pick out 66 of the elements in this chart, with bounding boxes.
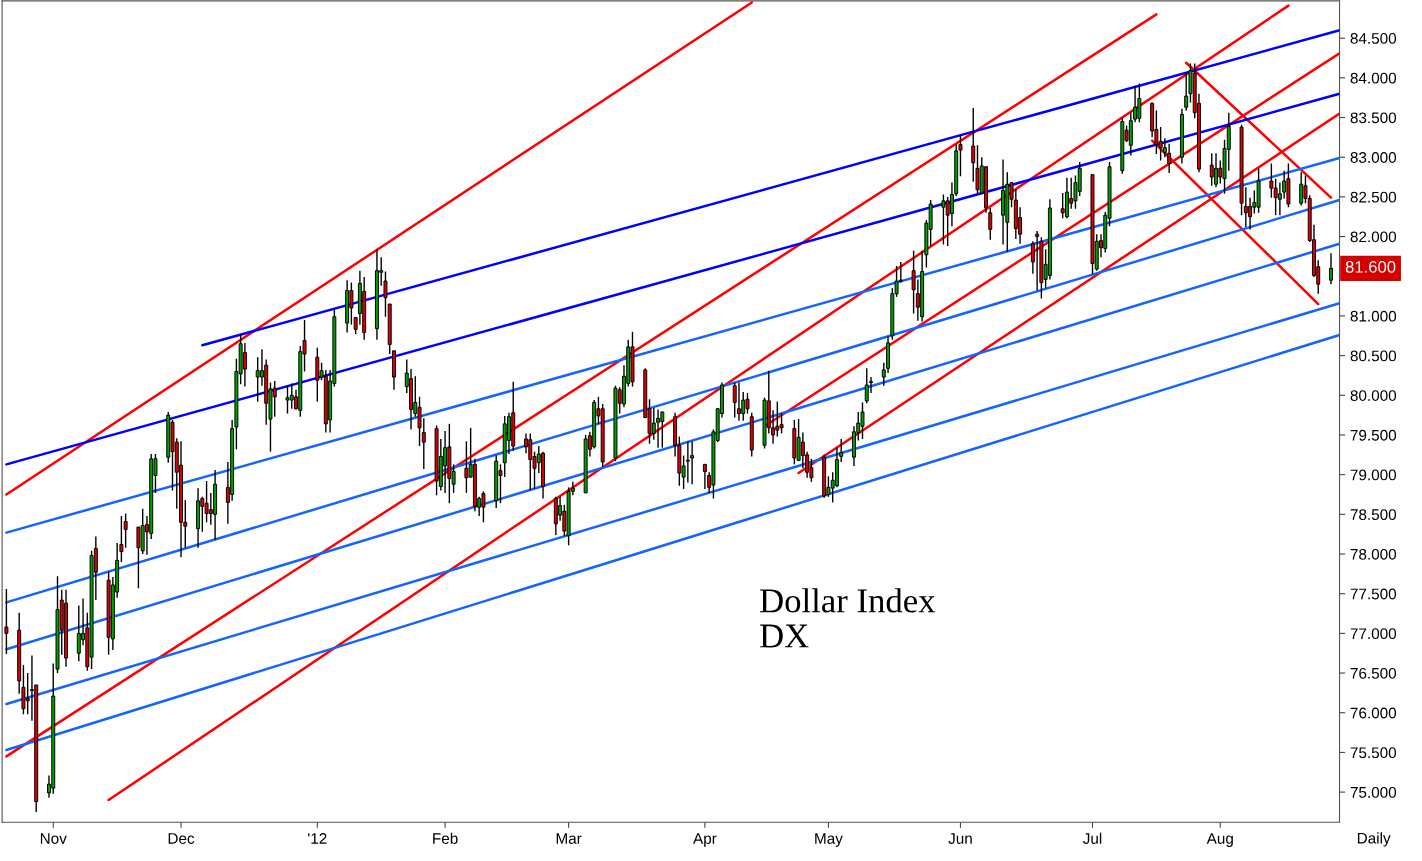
y-tick-label: 83.500 [1350, 112, 1397, 124]
y-tick-label: 78.500 [1350, 509, 1397, 521]
candlestick [528, 432, 533, 492]
candlestick [745, 392, 750, 415]
candlestick [123, 512, 128, 549]
text: Daily [1357, 832, 1391, 847]
y-tick-label: 81.000 [1350, 310, 1397, 322]
candlestick [941, 193, 946, 246]
candlestick [272, 380, 277, 418]
candlestick [988, 207, 993, 241]
candlestick [732, 381, 737, 419]
candlestick [660, 411, 665, 449]
y-tick-label: 79.500 [1350, 429, 1397, 441]
candlestick [4, 588, 9, 655]
y-tick-label: 83.000 [1350, 152, 1397, 163]
candlestick [656, 408, 661, 449]
y-tick-label: 77.500 [1350, 588, 1397, 600]
x-tick-label: Dec [168, 833, 195, 844]
x-tick-label: Apr [693, 833, 717, 847]
x-tick-label: Nov [40, 833, 67, 844]
y-tick-label: 82.500 [1350, 191, 1397, 203]
candlestick [349, 281, 354, 326]
candlestick [1184, 71, 1189, 112]
y-tick-label: 77.000 [1350, 628, 1397, 640]
candlestick [315, 346, 320, 403]
y-tick-label: 78.000 [1350, 548, 1397, 560]
x-tick-label: Mar [556, 833, 582, 844]
candlestick [1137, 82, 1142, 123]
candlestick [1060, 192, 1065, 220]
candlestick [1299, 171, 1304, 207]
y-tick-label: 84.000 [1350, 72, 1397, 84]
candlestick [464, 440, 469, 494]
y-tick-label: 79.000 [1350, 469, 1397, 481]
candlestick [860, 401, 865, 440]
candlestick [737, 381, 741, 422]
x-tick-label: Feb [433, 832, 458, 844]
y-tick-label: 82.000 [1350, 231, 1397, 243]
candlestick [690, 440, 695, 485]
candlestick [1035, 230, 1040, 292]
candlestick [289, 382, 294, 410]
annotation: Dollar Index DX [760, 588, 936, 648]
candlestick [1329, 252, 1333, 285]
candlestick [242, 342, 247, 388]
y-tick-label: 80.000 [1350, 390, 1397, 401]
x-tick-label: Jun [948, 833, 972, 844]
candlestick [685, 440, 690, 484]
y-tick-label: 75.000 [1350, 786, 1397, 798]
candlestick [864, 367, 869, 404]
candlestick [1214, 152, 1218, 189]
candlestick [255, 356, 260, 403]
y-tick-label: 76.000 [1350, 707, 1397, 719]
candlestick [443, 430, 448, 494]
candlestick [136, 526, 141, 589]
candlestick [702, 463, 707, 490]
x-tick-label: May [815, 833, 843, 847]
candlestick [1209, 152, 1214, 187]
y-tick-label: 75.500 [1350, 747, 1397, 759]
x-tick-label: Jul [1082, 832, 1102, 844]
y-tick-label: 84.500 [1350, 33, 1397, 44]
y-tick-label: 80.500 [1350, 350, 1397, 362]
x-tick-label: '12 [308, 833, 327, 844]
text: 81.600 [1345, 260, 1396, 273]
candlestick [481, 490, 486, 523]
candlestick [285, 385, 290, 415]
x-tick-label: Aug [1206, 833, 1233, 847]
y-tick-label: 76.500 [1350, 667, 1397, 679]
